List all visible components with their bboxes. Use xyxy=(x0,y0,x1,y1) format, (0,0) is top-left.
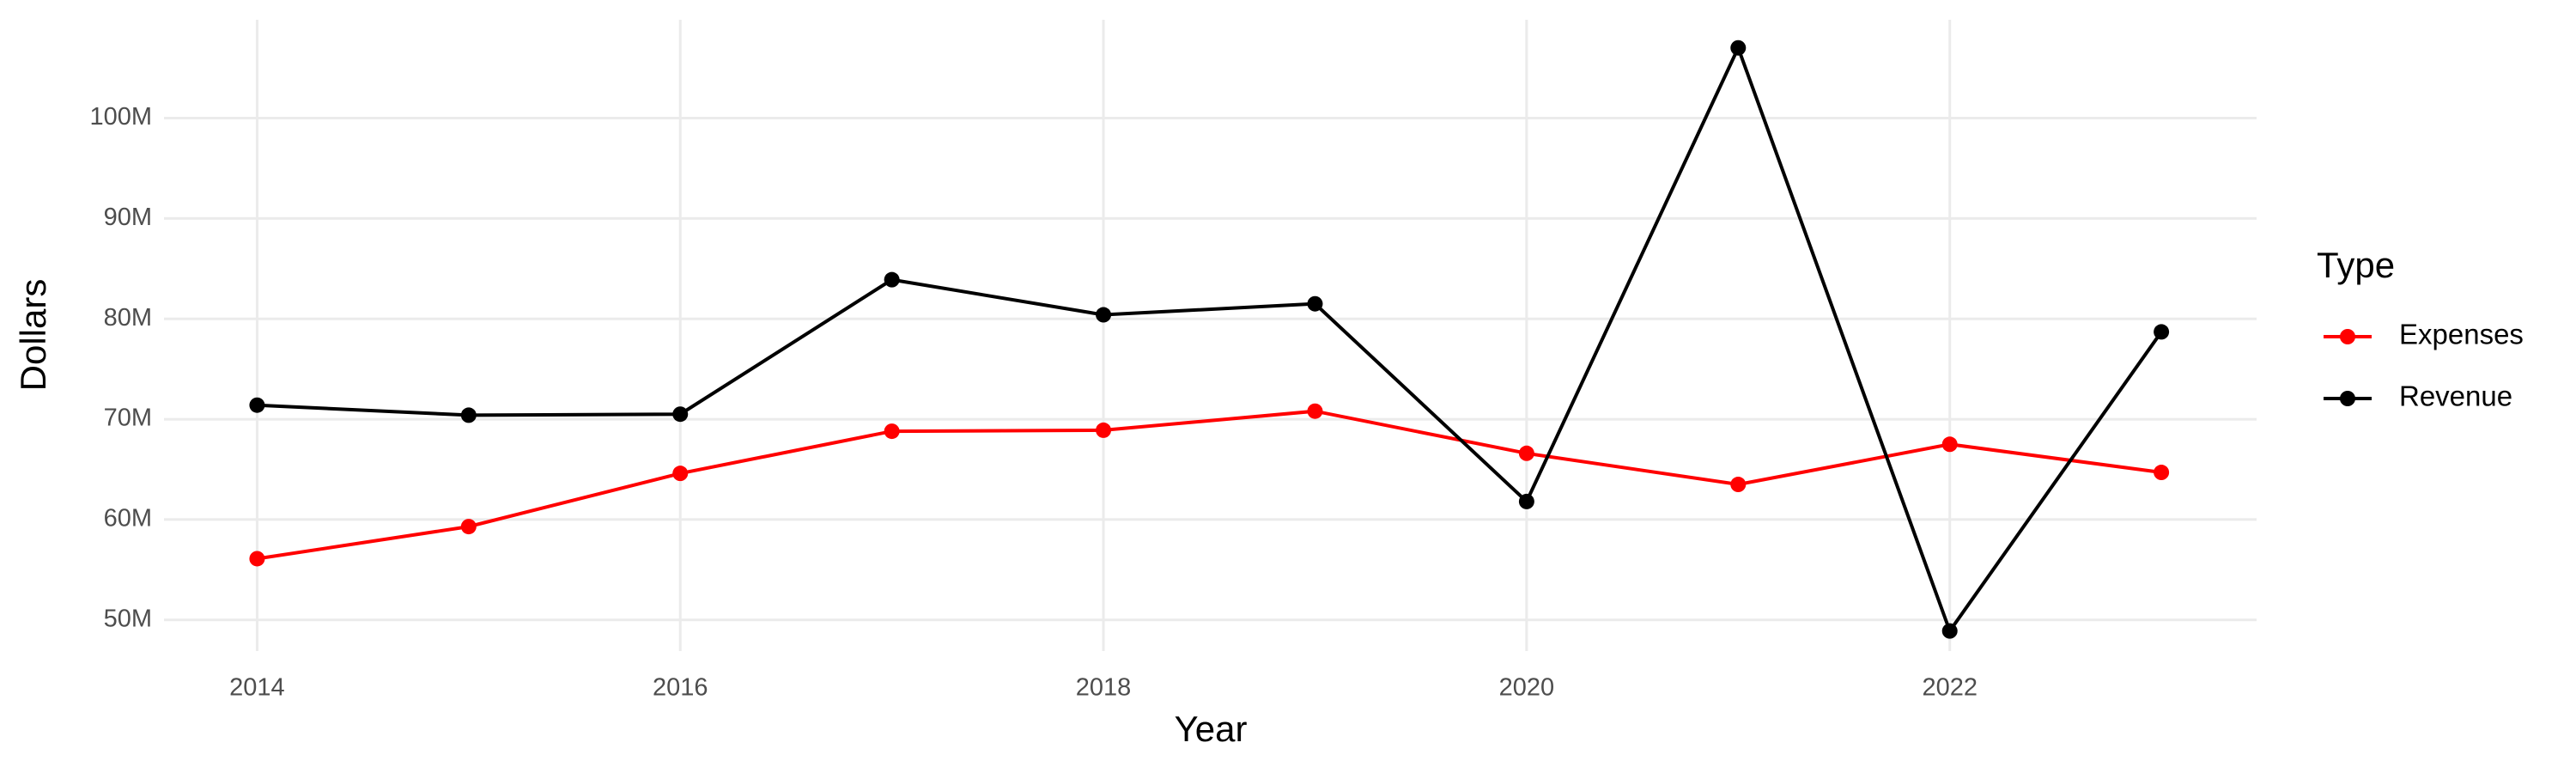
data-point xyxy=(1730,477,1747,493)
data-point xyxy=(2154,324,2170,340)
data-point xyxy=(884,423,900,440)
y-tick-label: 70M xyxy=(104,405,152,432)
data-point xyxy=(1096,422,1112,438)
grid xyxy=(164,20,2257,651)
x-tick-label: 2014 xyxy=(229,674,285,702)
data-point xyxy=(460,407,477,423)
x-tick-label: 2016 xyxy=(653,674,708,702)
data-point xyxy=(1941,436,1958,453)
series-line xyxy=(257,43,2163,635)
y-tick-label: 50M xyxy=(104,605,152,632)
series-line xyxy=(257,409,2162,561)
data-point xyxy=(1307,295,1323,312)
x-tick-label: 2022 xyxy=(1922,674,1978,702)
data-point xyxy=(2154,465,2170,481)
x-axis-title: Year xyxy=(1175,709,1248,749)
legend-title: Type xyxy=(2317,245,2395,285)
data-point xyxy=(1730,40,1747,56)
data-point xyxy=(460,519,477,535)
data-point xyxy=(1941,623,1958,639)
legend-label: Expenses xyxy=(2399,319,2524,350)
x-tick-label: 2018 xyxy=(1076,674,1132,702)
y-tick-label: 80M xyxy=(104,304,152,332)
legend-key-point xyxy=(2340,391,2355,406)
data-point xyxy=(672,466,689,482)
data-point xyxy=(1096,307,1112,323)
y-tick-label: 60M xyxy=(104,505,152,533)
data-point xyxy=(1518,493,1534,509)
y-tick-label: 100M xyxy=(89,103,152,131)
y-tick-label: 90M xyxy=(104,204,152,231)
data-point xyxy=(249,551,265,567)
data-point xyxy=(1518,445,1534,461)
data-point xyxy=(672,406,689,423)
legend-label: Revenue xyxy=(2399,380,2512,412)
x-tick-label: 2020 xyxy=(1499,674,1555,702)
legend-key-point xyxy=(2340,329,2355,344)
data-point xyxy=(1307,403,1323,419)
data-point xyxy=(884,271,900,288)
y-axis-title: Dollars xyxy=(13,279,53,392)
data-point xyxy=(249,397,265,413)
